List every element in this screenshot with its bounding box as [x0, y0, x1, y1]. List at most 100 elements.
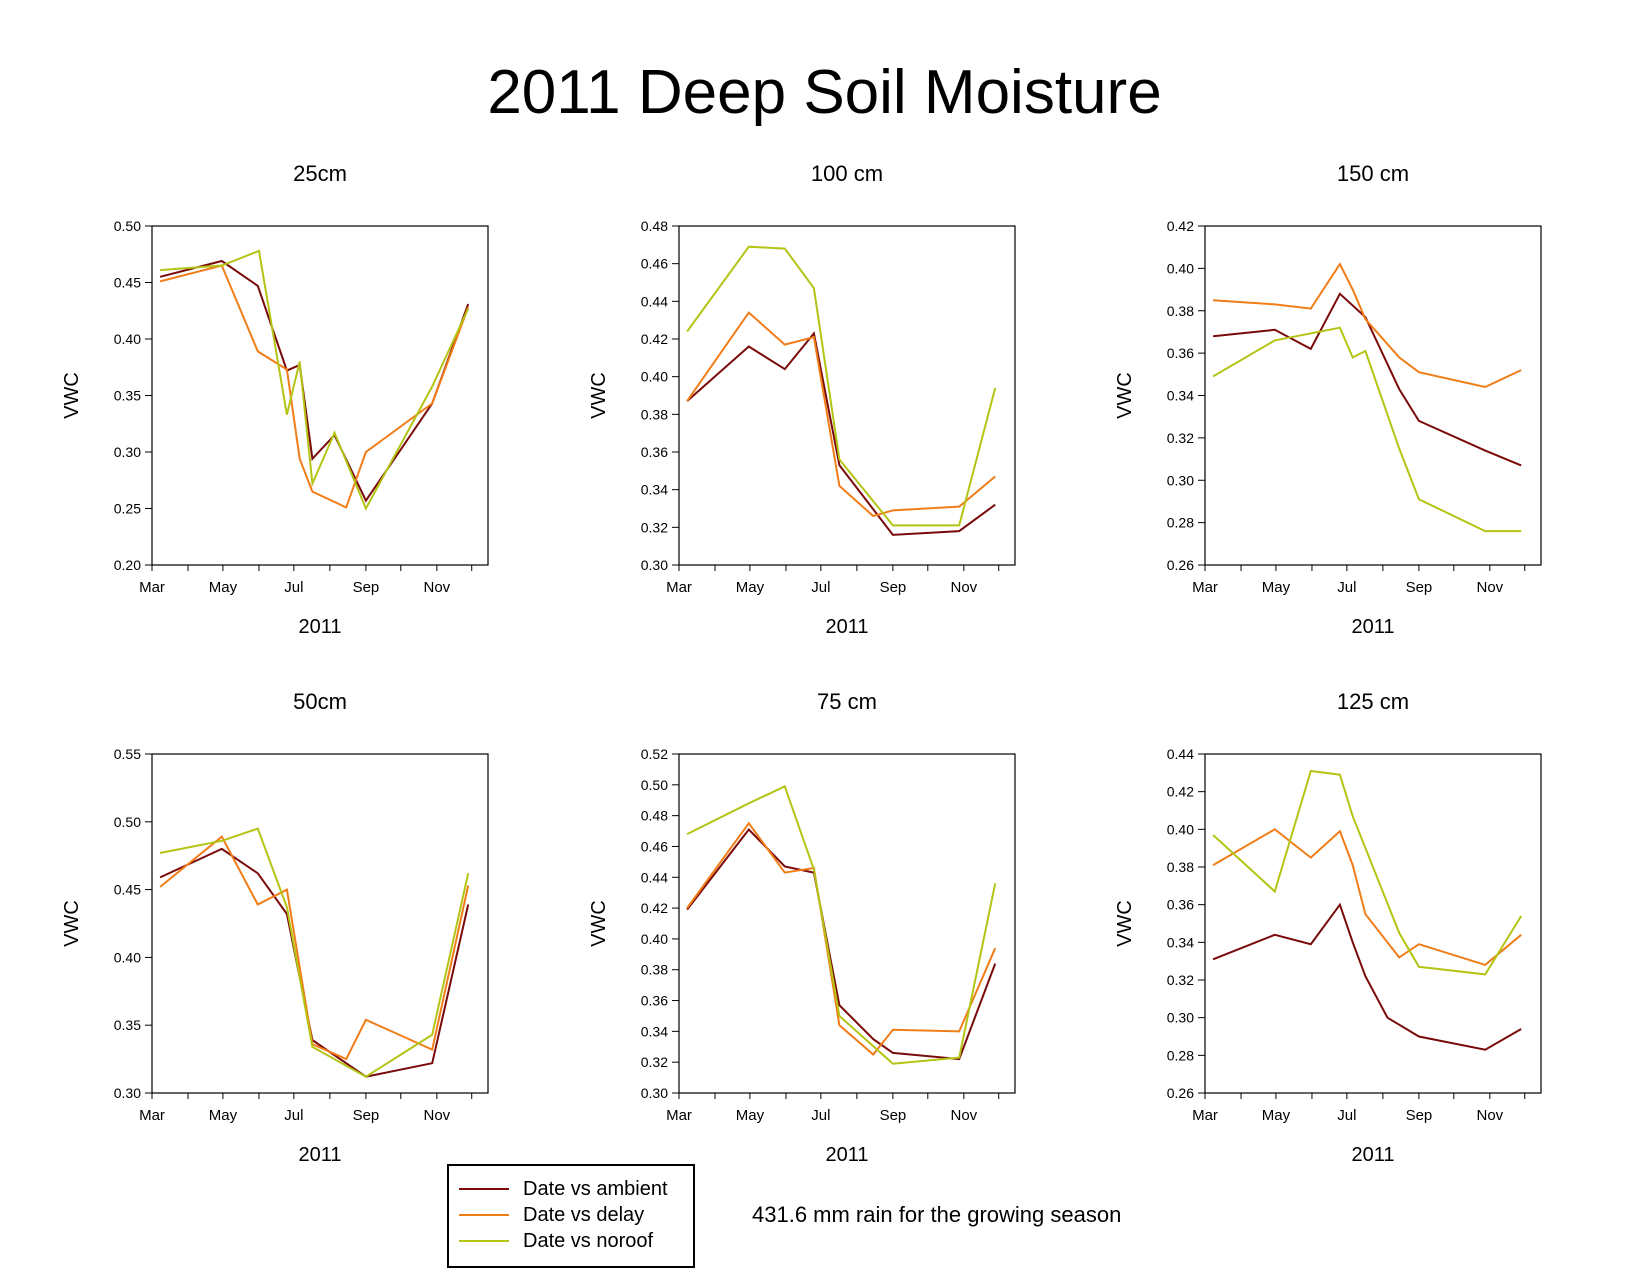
legend-label-delay: Date vs delay	[523, 1203, 645, 1226]
plot-frame	[151, 753, 489, 1094]
series-line-ambient	[1212, 292, 1522, 467]
y-tick-label: 0.50	[641, 777, 668, 793]
y-axis-label: VWC	[61, 900, 83, 947]
legend-item-delay: Date vs delay	[459, 1202, 644, 1228]
x-tick-label: Mar	[1192, 579, 1218, 596]
plot-frame	[678, 225, 1016, 566]
x-tick-label: Nov	[1477, 1107, 1504, 1124]
series-line-delay	[686, 311, 996, 518]
y-tick-label: 0.38	[1167, 859, 1194, 875]
x-tick-label: Mar	[1192, 1107, 1218, 1124]
panel-title: 50cm	[293, 689, 347, 714]
y-tick-label: 0.42	[1167, 218, 1194, 234]
y-tick-label: 0.30	[1167, 1010, 1194, 1026]
x-tick-label: Sep	[1406, 579, 1433, 596]
x-axis-label: 2011	[1351, 1144, 1394, 1166]
x-axis-label: 2011	[825, 1144, 868, 1166]
y-tick-label: 0.32	[641, 519, 668, 535]
series-line-delay	[159, 264, 470, 509]
y-tick-label: 0.30	[641, 1085, 668, 1101]
plot-frame	[678, 753, 1016, 1094]
panel-title: 25cm	[293, 161, 347, 186]
legend-item-noroof: Date vs noroof	[459, 1228, 653, 1254]
panel-title: 100 cm	[811, 161, 883, 186]
y-tick-label: 0.28	[1167, 515, 1194, 531]
series-line-delay	[159, 835, 470, 1061]
y-tick-label: 0.38	[641, 406, 668, 422]
y-tick-label: 0.44	[641, 869, 668, 885]
series-line-noroof	[160, 249, 470, 511]
y-tick-label: 0.36	[641, 444, 668, 460]
panel-bottom-middle: 75 cm 0.30 0.32 0.34 0.36 0.38 0.40 0.42 0.44 0.4…	[588, 689, 1016, 1166]
y-axis-label: VWC	[1114, 372, 1136, 419]
x-tick-label: Mar	[139, 579, 165, 596]
plot-frame	[151, 225, 489, 566]
legend-swatch-delay	[459, 1214, 509, 1216]
y-tick-label: 0.45	[114, 882, 141, 898]
x-tick-label: Mar	[666, 579, 692, 596]
x-tick-label: Sep	[353, 1107, 380, 1124]
y-tick-label: 0.38	[641, 962, 668, 978]
y-tick-label: 0.26	[1167, 1085, 1194, 1101]
x-tick-label: Jul	[1337, 579, 1356, 596]
y-tick-label: 0.48	[641, 808, 668, 824]
panel-bottom-right: 125 cm 0.26 0.28 0.30 0.32 0.34 0.36 0.38 0.40 0.…	[1114, 689, 1542, 1166]
y-tick-label: 0.34	[641, 482, 668, 498]
y-tick-label: 0.40	[641, 369, 668, 385]
series-line-ambient	[159, 259, 470, 503]
y-tick-label: 0.46	[641, 256, 668, 272]
legend-item-ambient: Date vs ambient	[459, 1176, 668, 1202]
x-tick-label: May	[209, 579, 238, 596]
x-axis-label: 2011	[298, 1144, 341, 1166]
legend-label-ambient: Date vs ambient	[523, 1177, 668, 1200]
y-tick-label: 0.36	[1167, 897, 1194, 913]
series-line-ambient	[1212, 902, 1522, 1051]
y-axis-label: VWC	[1114, 900, 1136, 947]
y-tick-label: 0.35	[114, 388, 141, 404]
x-tick-label: Mar	[666, 1107, 692, 1124]
x-tick-label: Nov	[424, 579, 451, 596]
y-tick-label: 0.46	[641, 838, 668, 854]
y-tick-label: 0.55	[114, 746, 141, 762]
series-line-noroof	[686, 785, 997, 1065]
y-tick-label: 0.44	[641, 293, 668, 309]
y-axis-label: VWC	[588, 372, 610, 419]
x-tick-label: Jul	[284, 579, 303, 596]
x-tick-label: Nov	[1477, 579, 1504, 596]
x-axis-label: 2011	[298, 616, 341, 638]
y-tick-label: 0.30	[1167, 472, 1194, 488]
x-tick-label: Jul	[1337, 1107, 1356, 1124]
x-tick-label: May	[736, 579, 765, 596]
y-tick-label: 0.40	[1167, 821, 1194, 837]
x-tick-label: May	[209, 1107, 238, 1124]
y-tick-label: 0.40	[114, 331, 141, 347]
x-axis-label: 2011	[825, 616, 868, 638]
x-tick-label: Jul	[284, 1107, 303, 1124]
y-tick-label: 0.36	[1167, 345, 1194, 361]
x-tick-label: May	[1262, 1107, 1291, 1124]
y-tick-label: 0.42	[641, 331, 668, 347]
y-tick-label: 0.50	[114, 814, 141, 830]
y-tick-label: 0.40	[114, 949, 141, 965]
x-tick-label: Mar	[139, 1107, 165, 1124]
y-tick-label: 0.28	[1167, 1047, 1194, 1063]
y-tick-label: 0.34	[1167, 934, 1194, 950]
y-tick-label: 0.32	[1167, 972, 1194, 988]
y-tick-label: 0.32	[1167, 430, 1194, 446]
panel-top-left: 25cm 0.20 0.25 0.30 0.35 0.40 0.45 0.50 Mar May Ju…	[61, 161, 489, 638]
series-line-delay	[686, 821, 997, 1056]
y-tick-label: 0.26	[1167, 557, 1194, 573]
panel-title: 125 cm	[1337, 689, 1409, 714]
y-tick-label: 0.30	[114, 1085, 141, 1101]
plot-frame	[1204, 753, 1542, 1094]
legend-label-noroof: Date vs noroof	[523, 1229, 654, 1252]
y-tick-label: 0.38	[1167, 303, 1194, 319]
y-tick-label: 0.52	[641, 746, 668, 762]
series-line-noroof	[159, 827, 470, 1078]
y-tick-label: 0.36	[641, 993, 668, 1009]
plot-frame	[1204, 225, 1542, 566]
x-tick-label: Sep	[1406, 1107, 1433, 1124]
y-tick-label: 0.45	[114, 275, 141, 291]
y-tick-label: 0.40	[641, 931, 668, 947]
